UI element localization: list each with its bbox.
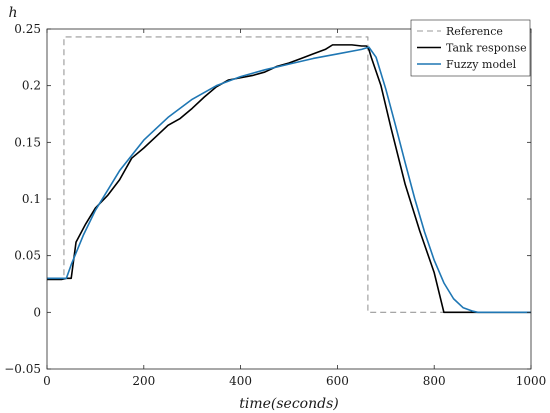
tick-layer: 0 200 400 600 800 1000−0.0500.050.10.150.20.2…: [4, 22, 546, 388]
y-tick-label: −0.05: [4, 362, 41, 376]
legend-entry-label: Tank response: [446, 42, 527, 55]
x-tick-label: 400: [229, 374, 252, 388]
series-line-fuzzy-model: [47, 46, 531, 314]
x-tick-label: 800: [423, 374, 446, 388]
series-layer: [47, 36, 531, 314]
y-tick-label: 0.15: [14, 135, 41, 149]
y-tick-label: 0.2: [22, 79, 41, 93]
y-tick-label: 0.25: [14, 22, 41, 36]
y-tick-label: 0.1: [22, 192, 41, 206]
legend-entry-label: Reference: [446, 25, 503, 38]
legend-entry-label: Fuzzy model: [446, 58, 517, 71]
x-tick-label: 600: [326, 374, 349, 388]
x-tick-label: 1000: [516, 374, 547, 388]
y-tick-label: 0.05: [14, 249, 41, 263]
legend: Reference Tank response Fuzzy model: [410, 19, 531, 77]
x-tick-label: 200: [132, 374, 155, 388]
x-axis-label: time(seconds): [239, 396, 339, 412]
plot-frame: [46, 28, 532, 370]
y-axis-label: h: [8, 5, 17, 21]
x-tick-label: 0: [43, 374, 51, 388]
series-line-tank-response: [47, 44, 531, 314]
y-tick-label: 0: [33, 305, 41, 319]
plot-background: [47, 29, 531, 369]
